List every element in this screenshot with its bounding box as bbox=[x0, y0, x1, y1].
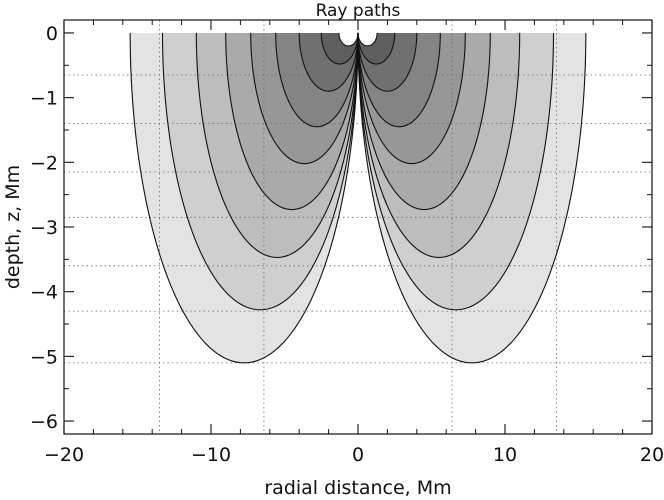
y-axis-title: depth, z, Mm bbox=[2, 165, 24, 289]
ray-path-left-3 bbox=[195, 32, 359, 258]
ray-path-right-7 bbox=[357, 32, 418, 92]
y-tick-label: −3 bbox=[30, 217, 58, 239]
ray-path-left-5 bbox=[250, 32, 359, 165]
ray-path-right-6 bbox=[357, 32, 441, 128]
y-tick-labels: 0 −1 −2 −3 −4 −5 −6 bbox=[30, 23, 58, 433]
x-tick-labels: −20 −10 0 10 20 bbox=[44, 444, 664, 466]
ray-path-left-4 bbox=[225, 32, 359, 211]
ray-path-right-2 bbox=[357, 32, 555, 311]
y-tick-label: −2 bbox=[30, 152, 58, 174]
ray-path-right-1 bbox=[357, 32, 587, 364]
chart-title: Ray paths bbox=[316, 1, 401, 21]
x-tick-label: −20 bbox=[44, 444, 84, 466]
x-tick-label: 10 bbox=[493, 444, 517, 466]
x-tick-label: 0 bbox=[352, 444, 364, 466]
ray-outlines bbox=[129, 32, 587, 364]
ray-path-left-9 bbox=[338, 32, 359, 47]
ray-path-right-5 bbox=[357, 32, 466, 165]
x-tick-label: 20 bbox=[640, 444, 664, 466]
ray-path-right-9 bbox=[357, 32, 378, 47]
x-axis-title: radial distance, Mm bbox=[264, 477, 451, 499]
ray-path-left-8 bbox=[320, 32, 359, 65]
y-tick-label: −6 bbox=[30, 411, 58, 433]
ray-path-right-3 bbox=[357, 32, 521, 258]
ray-region-left-9 bbox=[338, 32, 358, 46]
ray-path-left-6 bbox=[275, 32, 359, 128]
ray-path-left-1 bbox=[129, 32, 359, 364]
ray-path-left-2 bbox=[161, 32, 359, 311]
x-tick-label: −10 bbox=[191, 444, 231, 466]
ray-paths bbox=[130, 32, 586, 363]
ray-path-right-8 bbox=[357, 32, 396, 65]
y-tick-label: −5 bbox=[30, 346, 58, 368]
y-tick-label: 0 bbox=[46, 23, 58, 45]
grid bbox=[64, 20, 652, 434]
y-tick-label: −1 bbox=[30, 88, 58, 110]
ray-path-left-7 bbox=[298, 32, 359, 92]
axis-ticks bbox=[63, 20, 653, 434]
y-tick-label: −4 bbox=[30, 282, 58, 304]
ray-path-right-4 bbox=[357, 32, 491, 211]
ray-region-right-9 bbox=[358, 32, 378, 46]
